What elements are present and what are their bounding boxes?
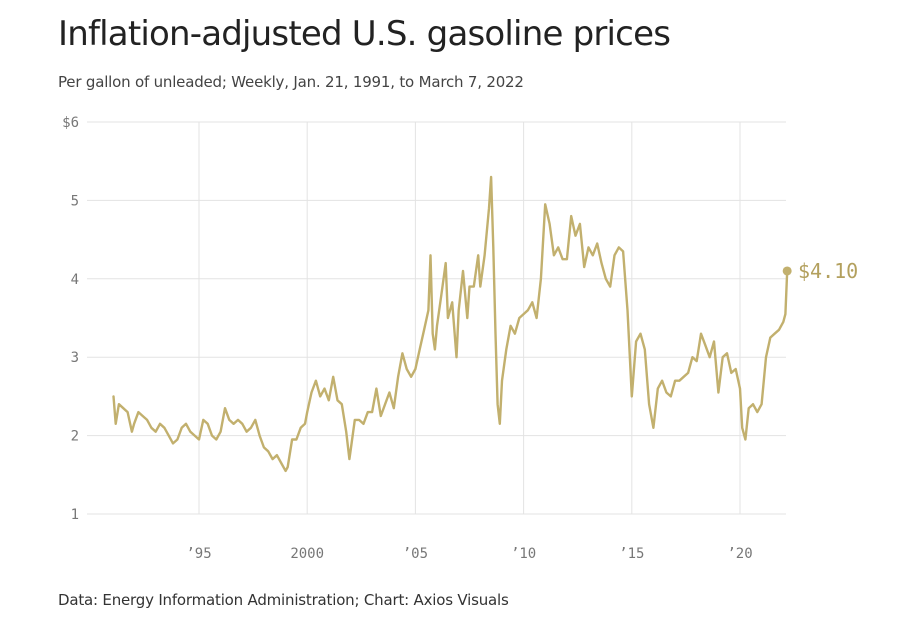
end-value-label: $4.10 (798, 259, 858, 283)
price-series-line (112, 175, 789, 473)
chart-subtitle: Per gallon of unleaded; Weekly, Jan. 21,… (58, 73, 524, 91)
series-layer: $4.10 (112, 175, 858, 473)
x-tick-label: ’05 (403, 546, 428, 562)
x-tick-label: ’95 (186, 546, 211, 562)
x-tick-label: 2000 (290, 546, 324, 562)
grid-layer (87, 121, 786, 515)
y-tick-label: 2 (71, 429, 79, 445)
chart-title: Inflation-adjusted U.S. gasoline prices (58, 14, 671, 54)
x-tick-label: ’10 (511, 546, 536, 562)
tick-layer: $6 5 4 3 2 1 ’95 2000 ’05 ’10 ’15 ’20 (62, 115, 753, 562)
y-tick-label: 5 (71, 193, 79, 209)
y-tick-label: 1 (71, 507, 79, 523)
x-tick-label: ’20 (727, 546, 752, 562)
end-point-marker (782, 266, 792, 276)
x-tick-label: ’15 (619, 546, 644, 562)
y-tick-label: $6 (62, 115, 79, 131)
y-tick-label: 3 (71, 350, 79, 366)
y-tick-label: 4 (71, 272, 79, 288)
source-note: Data: Energy Information Administration;… (58, 591, 509, 609)
